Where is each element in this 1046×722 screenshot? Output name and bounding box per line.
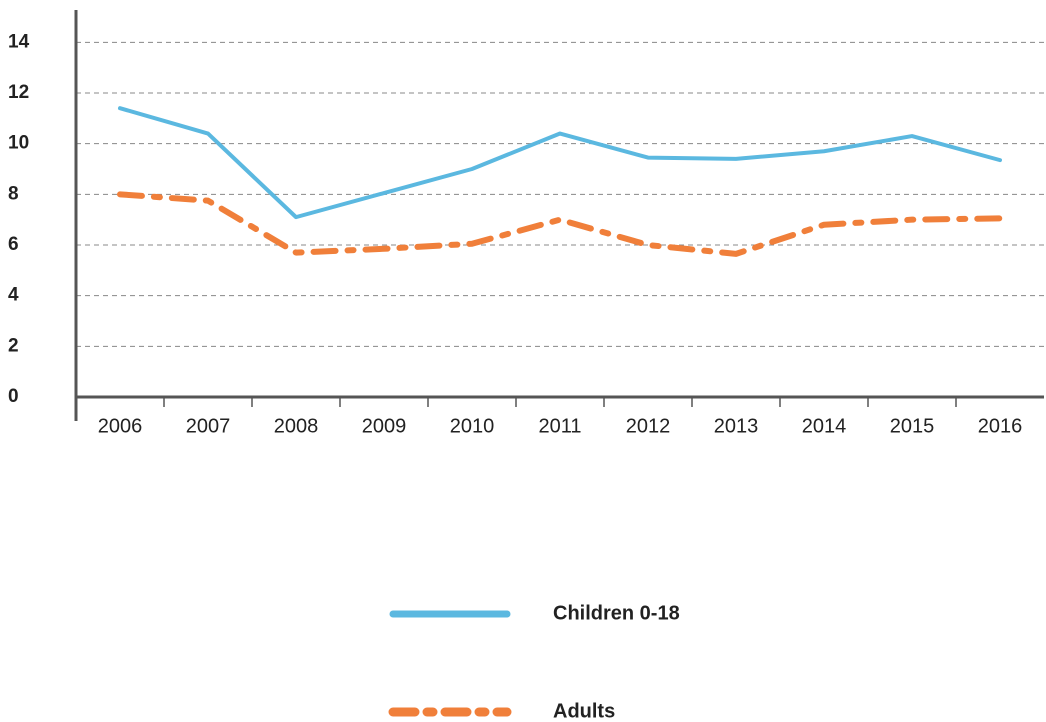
x-tick-label: 2015 [890,415,935,437]
x-tick-label: 2014 [802,415,847,437]
series-line [118,106,1002,220]
x-tick-label: 2009 [362,415,407,437]
y-tick-label: 8 [8,183,19,204]
x-tick-label: 2011 [538,415,581,437]
x-tick-label: 2013 [714,415,759,437]
y-tick-label: 12 [8,82,29,103]
y-tick-label: 2 [8,335,19,356]
x-tick-label: 2010 [450,415,495,437]
y-tick-label: 14 [8,31,30,52]
y-tick-label: 6 [8,234,19,255]
x-tick-label: 2016 [978,415,1023,437]
y-tick-label: 0 [8,386,19,407]
x-tick-label: 2007 [186,415,231,437]
legend-label: Children 0-18 [553,602,680,624]
series-line [117,191,1003,257]
x-tick-label: 2006 [98,415,143,437]
legend-label: Adults [553,700,615,722]
x-tick-label: 2012 [626,415,671,437]
y-tick-label: 4 [8,285,19,306]
y-tick-label: 10 [8,133,29,154]
x-tick-label: 2008 [274,415,319,437]
